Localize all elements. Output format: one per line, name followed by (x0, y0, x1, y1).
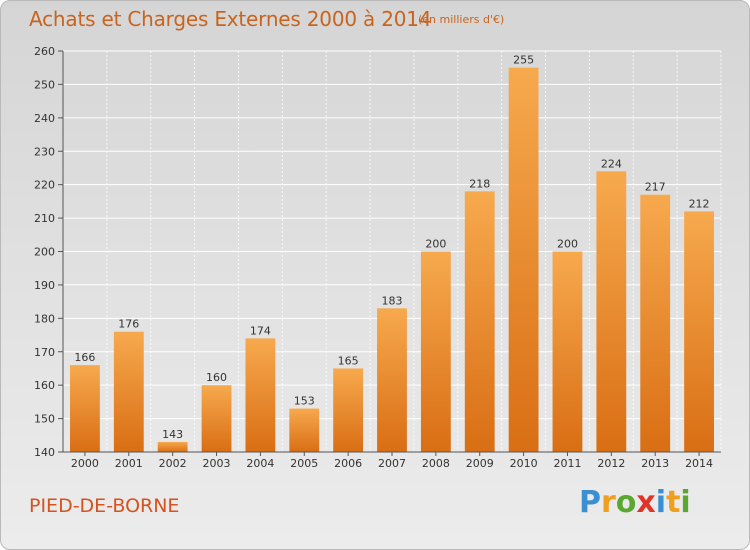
y-tick-label: 150 (34, 413, 55, 426)
data-label: 143 (162, 428, 183, 441)
y-tick-label: 180 (34, 312, 55, 325)
y-tick-label: 240 (34, 112, 55, 125)
bar-2014 (684, 211, 714, 452)
logo-letter: t (666, 485, 681, 520)
data-label: 183 (382, 294, 403, 307)
bar-2011 (552, 251, 583, 452)
data-label: 200 (557, 238, 578, 251)
proxiti-logo: Proxiti (579, 485, 691, 520)
logo-letter: x (636, 485, 656, 520)
bar-2013 (640, 194, 671, 453)
x-tick-label: 2005 (290, 457, 318, 470)
bar-2002 (157, 441, 188, 452)
chart-title: Achats et Charges Externes 2000 à 2014 (29, 7, 432, 31)
data-label: 174 (250, 324, 271, 337)
bar-2005 (289, 408, 320, 452)
x-tick-label: 2001 (115, 457, 143, 470)
x-tick-label: 2014 (685, 457, 713, 470)
bar-chart: 166 176 143 160 174 153 165 183 200 218 255 200 224 2… (34, 45, 722, 470)
bar-2008 (420, 251, 451, 452)
bar-2012 (596, 171, 627, 453)
data-label: 160 (206, 371, 227, 384)
y-tick-label: 250 (34, 78, 55, 91)
y-tick-label: 160 (34, 379, 55, 392)
x-tick-label: 2013 (641, 457, 669, 470)
bar-2010 (508, 67, 539, 452)
data-label: 176 (118, 318, 139, 331)
y-tick-label: 190 (34, 279, 55, 292)
x-tick-label: 2000 (71, 457, 99, 470)
logo-letter: i (655, 485, 667, 520)
data-label: 218 (469, 177, 490, 190)
bar-2000 (70, 365, 100, 452)
y-tick-label: 210 (34, 212, 55, 225)
x-tick-label: 2009 (466, 457, 494, 470)
y-tick-label: 200 (34, 246, 55, 259)
data-label: 212 (689, 197, 710, 210)
y-tick-label: 140 (34, 446, 55, 459)
data-label: 166 (74, 351, 95, 364)
y-tick-label: 230 (34, 145, 55, 158)
x-tick-label: 2012 (597, 457, 625, 470)
logo-letter: i (680, 485, 691, 520)
x-tick-label: 2011 (553, 457, 581, 470)
x-tick-label: 2006 (334, 457, 362, 470)
bar-2003 (201, 385, 232, 452)
bar-2006 (333, 368, 364, 452)
x-tick-label: 2003 (203, 457, 231, 470)
commune-name: PIED-DE-BORNE (29, 495, 180, 517)
data-label: 255 (513, 54, 534, 67)
data-label: 153 (294, 395, 315, 408)
bar-2001 (113, 331, 144, 452)
logo-letter: P (579, 485, 601, 520)
x-tick-label: 2008 (422, 457, 450, 470)
bar-2007 (377, 308, 407, 452)
y-tick-label: 260 (34, 45, 55, 58)
bar-2009 (464, 191, 495, 452)
x-tick-label: 2002 (159, 457, 187, 470)
data-label: 200 (425, 238, 446, 251)
chart-units: (en milliers d'€) (418, 13, 505, 26)
x-tick-label: 2007 (378, 457, 406, 470)
logo-letter: r (601, 485, 616, 520)
logo-letter: o (615, 485, 637, 520)
x-tick-label: 2004 (246, 457, 274, 470)
y-tick-label: 220 (34, 179, 55, 192)
x-tick-label: 2010 (510, 457, 538, 470)
data-label: 165 (338, 354, 359, 367)
data-label: 224 (601, 157, 622, 170)
data-label: 217 (645, 181, 666, 194)
bar-2004 (245, 338, 276, 452)
y-tick-label: 170 (34, 346, 55, 359)
